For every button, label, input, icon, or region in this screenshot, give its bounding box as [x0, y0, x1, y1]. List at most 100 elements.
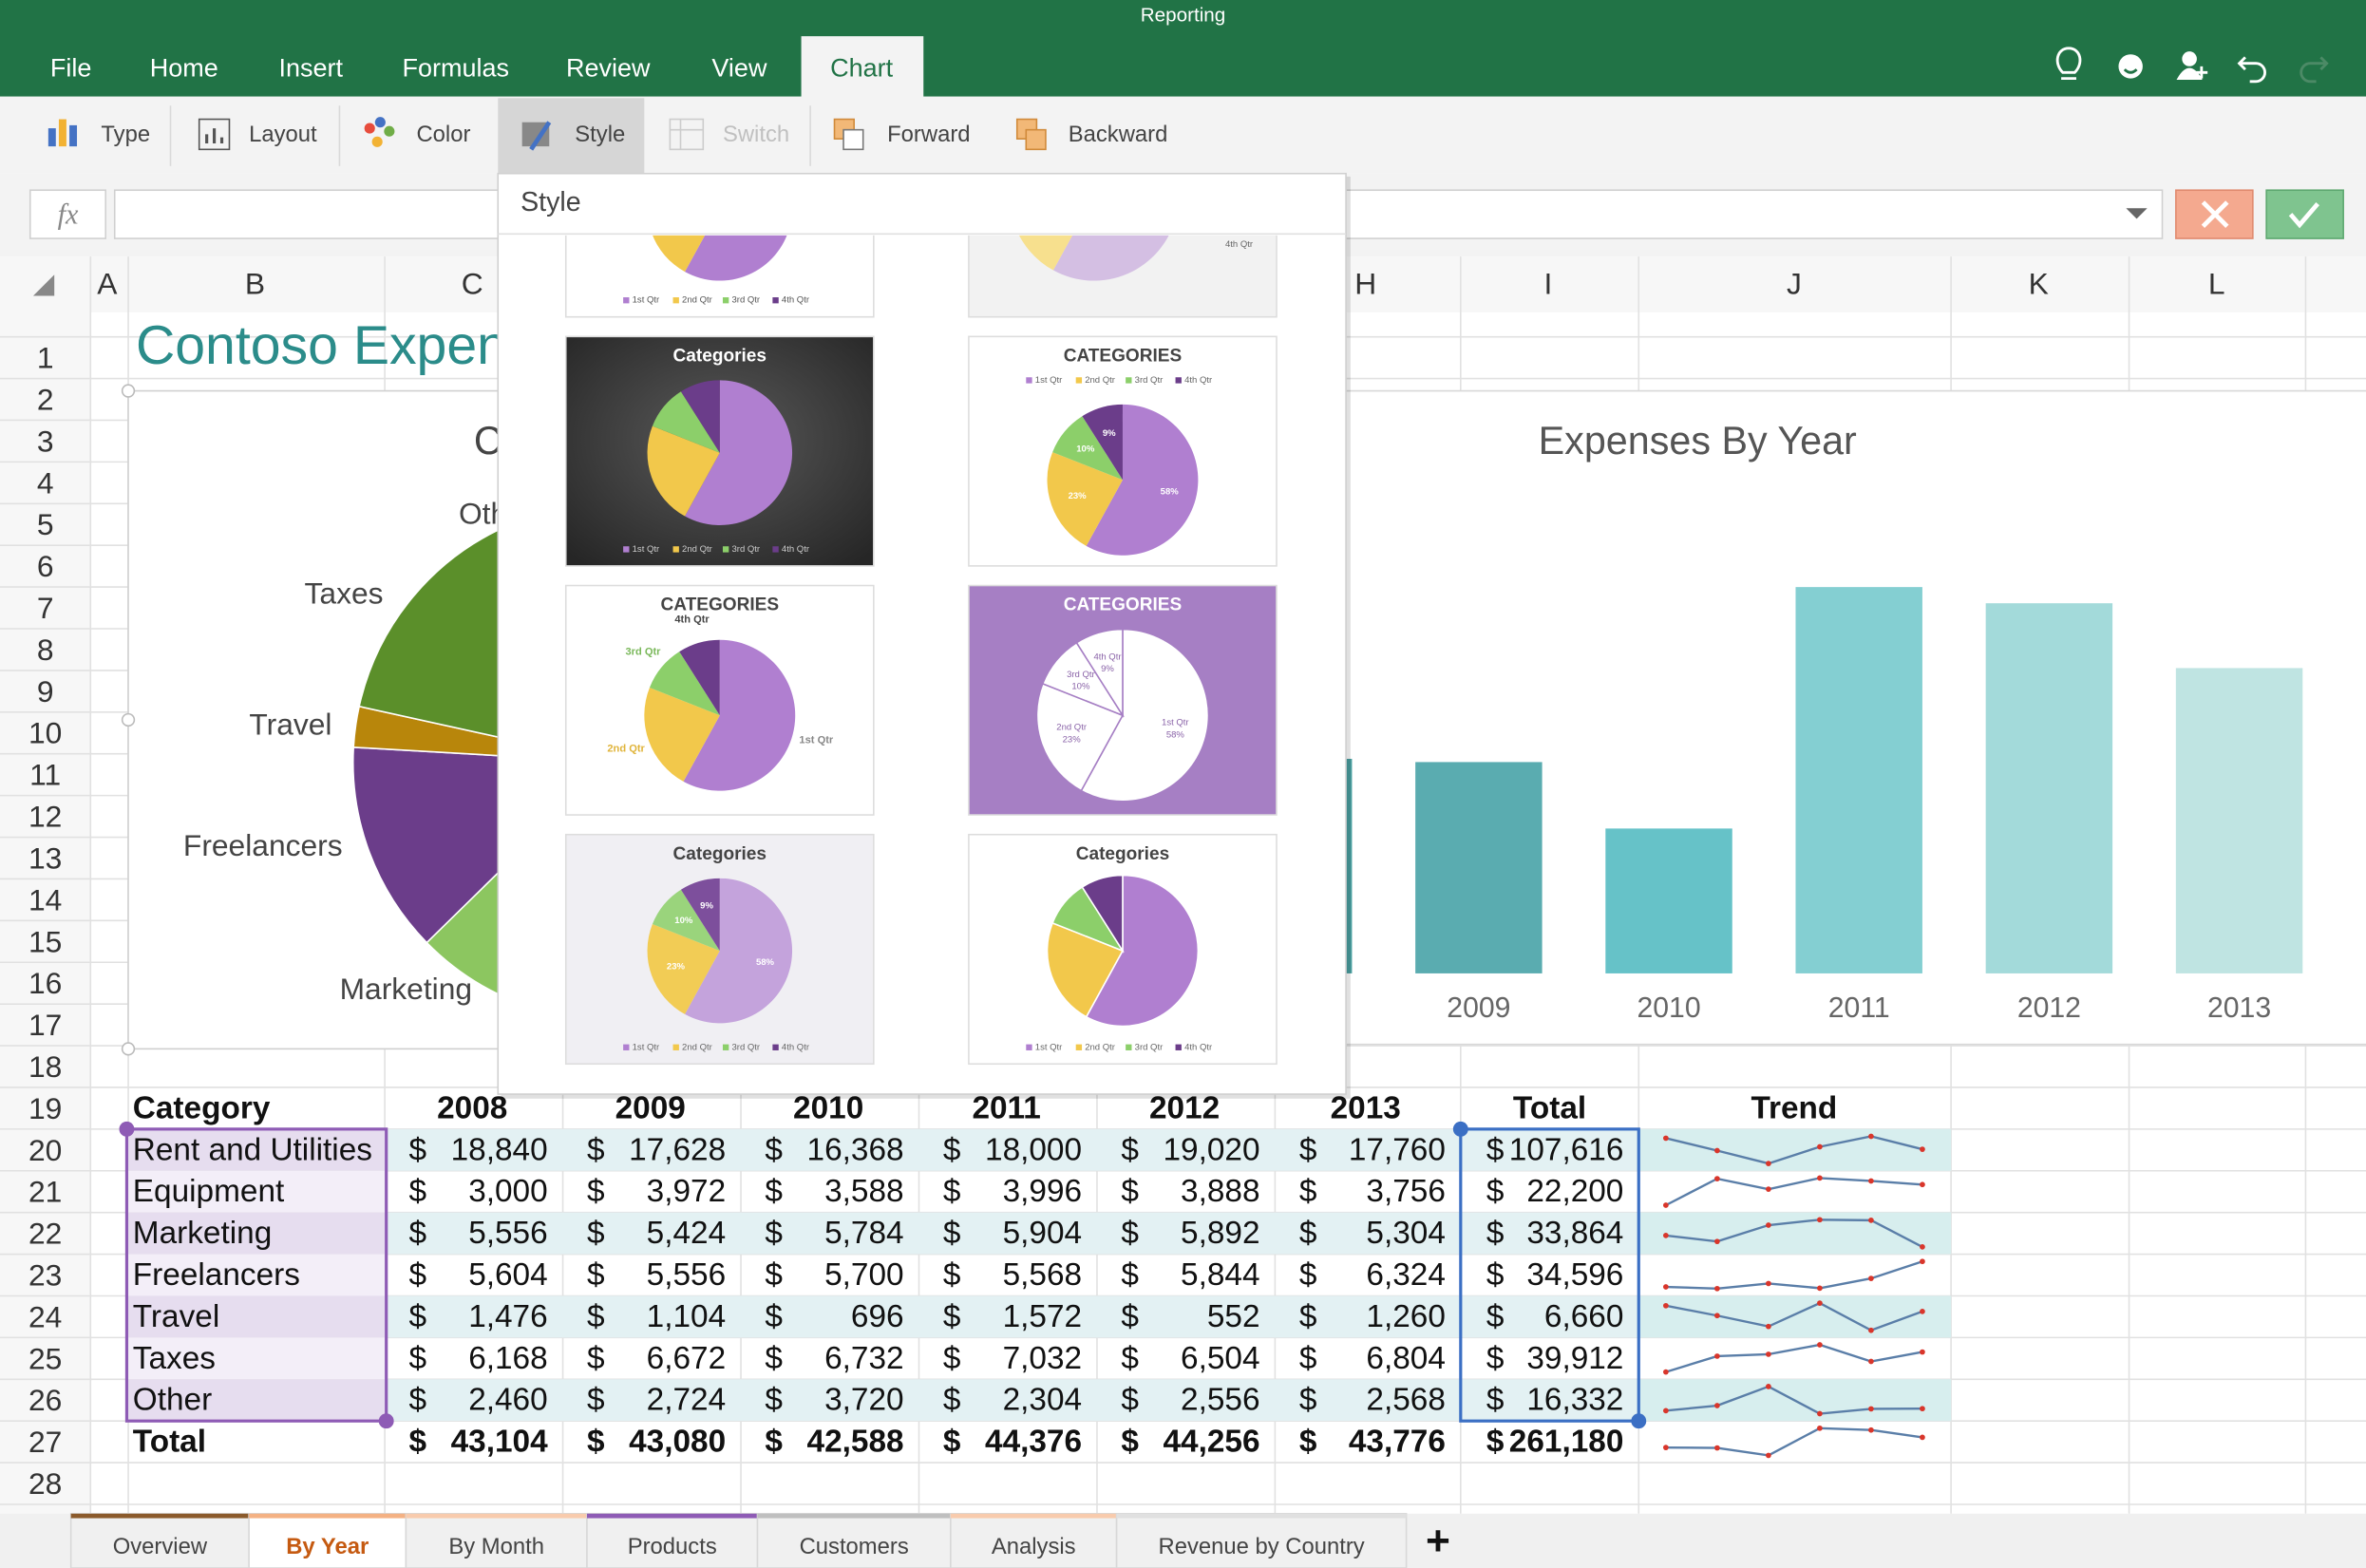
row-header[interactable]: 1	[37, 341, 54, 375]
row-header[interactable]: 22	[28, 1217, 62, 1251]
sparkline-point	[1663, 1369, 1669, 1375]
redo-icon[interactable]	[2300, 56, 2329, 84]
sheet-tab[interactable]: Products	[586, 1513, 759, 1568]
row-header[interactable]: 4	[37, 465, 54, 500]
selection-handle[interactable]	[378, 1413, 394, 1429]
column-header[interactable]: C	[462, 267, 483, 301]
row-header[interactable]: 9	[37, 674, 54, 708]
row-header[interactable]: 26	[28, 1383, 62, 1417]
sheet-tab[interactable]: By Year	[248, 1513, 407, 1568]
ribbon-button[interactable]: Backward	[1015, 118, 1168, 151]
select-all-corner[interactable]	[32, 274, 55, 296]
column-header[interactable]: L	[2208, 267, 2225, 301]
menu-tab[interactable]: Home	[150, 54, 218, 83]
sheet-tab[interactable]: By Month	[405, 1513, 588, 1568]
menu-tab[interactable]: Formulas	[403, 54, 510, 83]
selection-handle[interactable]	[1631, 1413, 1647, 1429]
data-label: 10%	[1071, 682, 1090, 692]
column-header[interactable]: B	[245, 267, 265, 301]
row-header[interactable]: 16	[28, 966, 62, 1000]
lightbulb-icon[interactable]	[2055, 47, 2082, 81]
style-thumbnail[interactable]: 4th Qtr	[968, 87, 1278, 318]
menu-tab[interactable]: Review	[566, 54, 651, 83]
menu-tab[interactable]: File	[50, 54, 92, 83]
selection-handle[interactable]	[119, 1121, 135, 1137]
menu-tab[interactable]: Chart	[830, 54, 894, 83]
legend-swatch	[672, 1044, 679, 1050]
row-header[interactable]: 11	[29, 758, 61, 792]
cancel-button[interactable]	[2175, 189, 2254, 239]
row-header[interactable]: 27	[28, 1425, 62, 1459]
row-header[interactable]: 19	[28, 1091, 62, 1125]
row-header[interactable]: 5	[37, 507, 54, 541]
column-header[interactable]: I	[1544, 267, 1553, 301]
cancel-x	[2201, 200, 2229, 229]
ribbon-button[interactable]: Style	[521, 121, 626, 151]
style-thumbnail[interactable]: Categories 1st Qtr 2nd Qtr 3rd Qtr 4th Qtr	[968, 833, 1278, 1066]
menu-tab[interactable]: Insert	[278, 54, 343, 83]
ribbon-button[interactable]: Forward	[833, 118, 971, 151]
row-header[interactable]: 3	[37, 424, 54, 458]
row-header[interactable]: 20	[28, 1133, 62, 1167]
currency-sign: $	[1121, 1383, 1139, 1418]
sheet-tab[interactable]: Revenue by Country	[1115, 1513, 1408, 1568]
row-header[interactable]: 14	[28, 882, 62, 916]
feedback-icon[interactable]	[2118, 54, 2143, 79]
sparkline-point	[1920, 1349, 1925, 1355]
cell-value: 5,556	[468, 1216, 547, 1251]
ribbon-button[interactable]: Layout	[198, 118, 317, 151]
column-header[interactable]: A	[97, 267, 118, 301]
row-header[interactable]: 12	[28, 800, 62, 834]
sparkline-point	[1920, 1146, 1925, 1152]
add-sheet-button[interactable]	[1427, 1530, 1449, 1552]
row-header[interactable]: 15	[28, 924, 62, 958]
row-header[interactable]: 21	[28, 1175, 62, 1209]
confirm-button[interactable]	[2265, 189, 2344, 239]
selection-handle[interactable]	[1452, 1121, 1468, 1137]
style-thumbnail[interactable]: 1st Qtr 2nd Qtr 3rd Qtr 4th Qtr	[564, 87, 875, 318]
column-header[interactable]: K	[2029, 267, 2049, 301]
row-header[interactable]: 8	[37, 633, 54, 667]
sparkline-point	[1663, 1135, 1669, 1142]
sheet-tab[interactable]: Customers	[756, 1513, 952, 1568]
currency-sign: $	[1486, 1174, 1505, 1209]
row-header[interactable]: 2	[37, 383, 54, 417]
row-header[interactable]: 6	[37, 549, 54, 583]
data-label: 58%	[1161, 486, 1180, 497]
row-header[interactable]: 10	[28, 716, 62, 750]
ribbon-button[interactable]: Type	[47, 119, 150, 147]
row-header[interactable]: 7	[37, 591, 54, 625]
menu-tab[interactable]: View	[711, 54, 767, 83]
icon	[198, 118, 231, 151]
style-thumbnail[interactable]: Categories 1st Qtr 2nd Qtr 3rd Qtr 4th Qtr	[564, 335, 875, 567]
undo-icon[interactable]	[2237, 56, 2266, 84]
sheet-tab[interactable]: Overview	[69, 1513, 250, 1568]
cell-value: 3,588	[824, 1174, 903, 1209]
row-header[interactable]: 17	[28, 1008, 62, 1042]
column-header[interactable]: H	[1354, 267, 1376, 301]
row-header[interactable]: 13	[28, 841, 62, 875]
row-category: Marketing	[133, 1216, 272, 1251]
currency-sign: $	[943, 1132, 961, 1167]
row-header[interactable]: 25	[28, 1341, 62, 1375]
row-header[interactable]: 18	[28, 1049, 62, 1084]
row-header[interactable]: 23	[28, 1258, 62, 1293]
currency-sign: $	[765, 1341, 783, 1376]
ribbon-button[interactable]: Color	[364, 117, 471, 147]
formula-dropdown[interactable]	[2126, 208, 2148, 219]
column-header[interactable]: J	[1787, 267, 1802, 301]
row-header[interactable]: 24	[28, 1299, 62, 1333]
style-thumbnail[interactable]: Categories 58% 23% 10% 9% 1st Qtr 2nd Qtr 3rd Q…	[564, 833, 875, 1066]
sparkline-point	[1663, 1302, 1669, 1309]
cell-value: 2,568	[1366, 1383, 1445, 1418]
pie-label: Freelancers	[183, 828, 343, 862]
legend-label: 4th Qtr	[1225, 239, 1254, 250]
row-header[interactable]: 28	[28, 1466, 62, 1501]
style-thumbnail[interactable]: CATEGORIES 1st Qtr 2nd Qtr 3rd Qtr 4th Qtr	[564, 584, 875, 816]
share-icon-head[interactable]	[2182, 51, 2197, 66]
currency-sign: $	[943, 1383, 961, 1418]
sheet-tab[interactable]: Analysis	[950, 1513, 1118, 1568]
fx-box[interactable]	[28, 189, 106, 239]
